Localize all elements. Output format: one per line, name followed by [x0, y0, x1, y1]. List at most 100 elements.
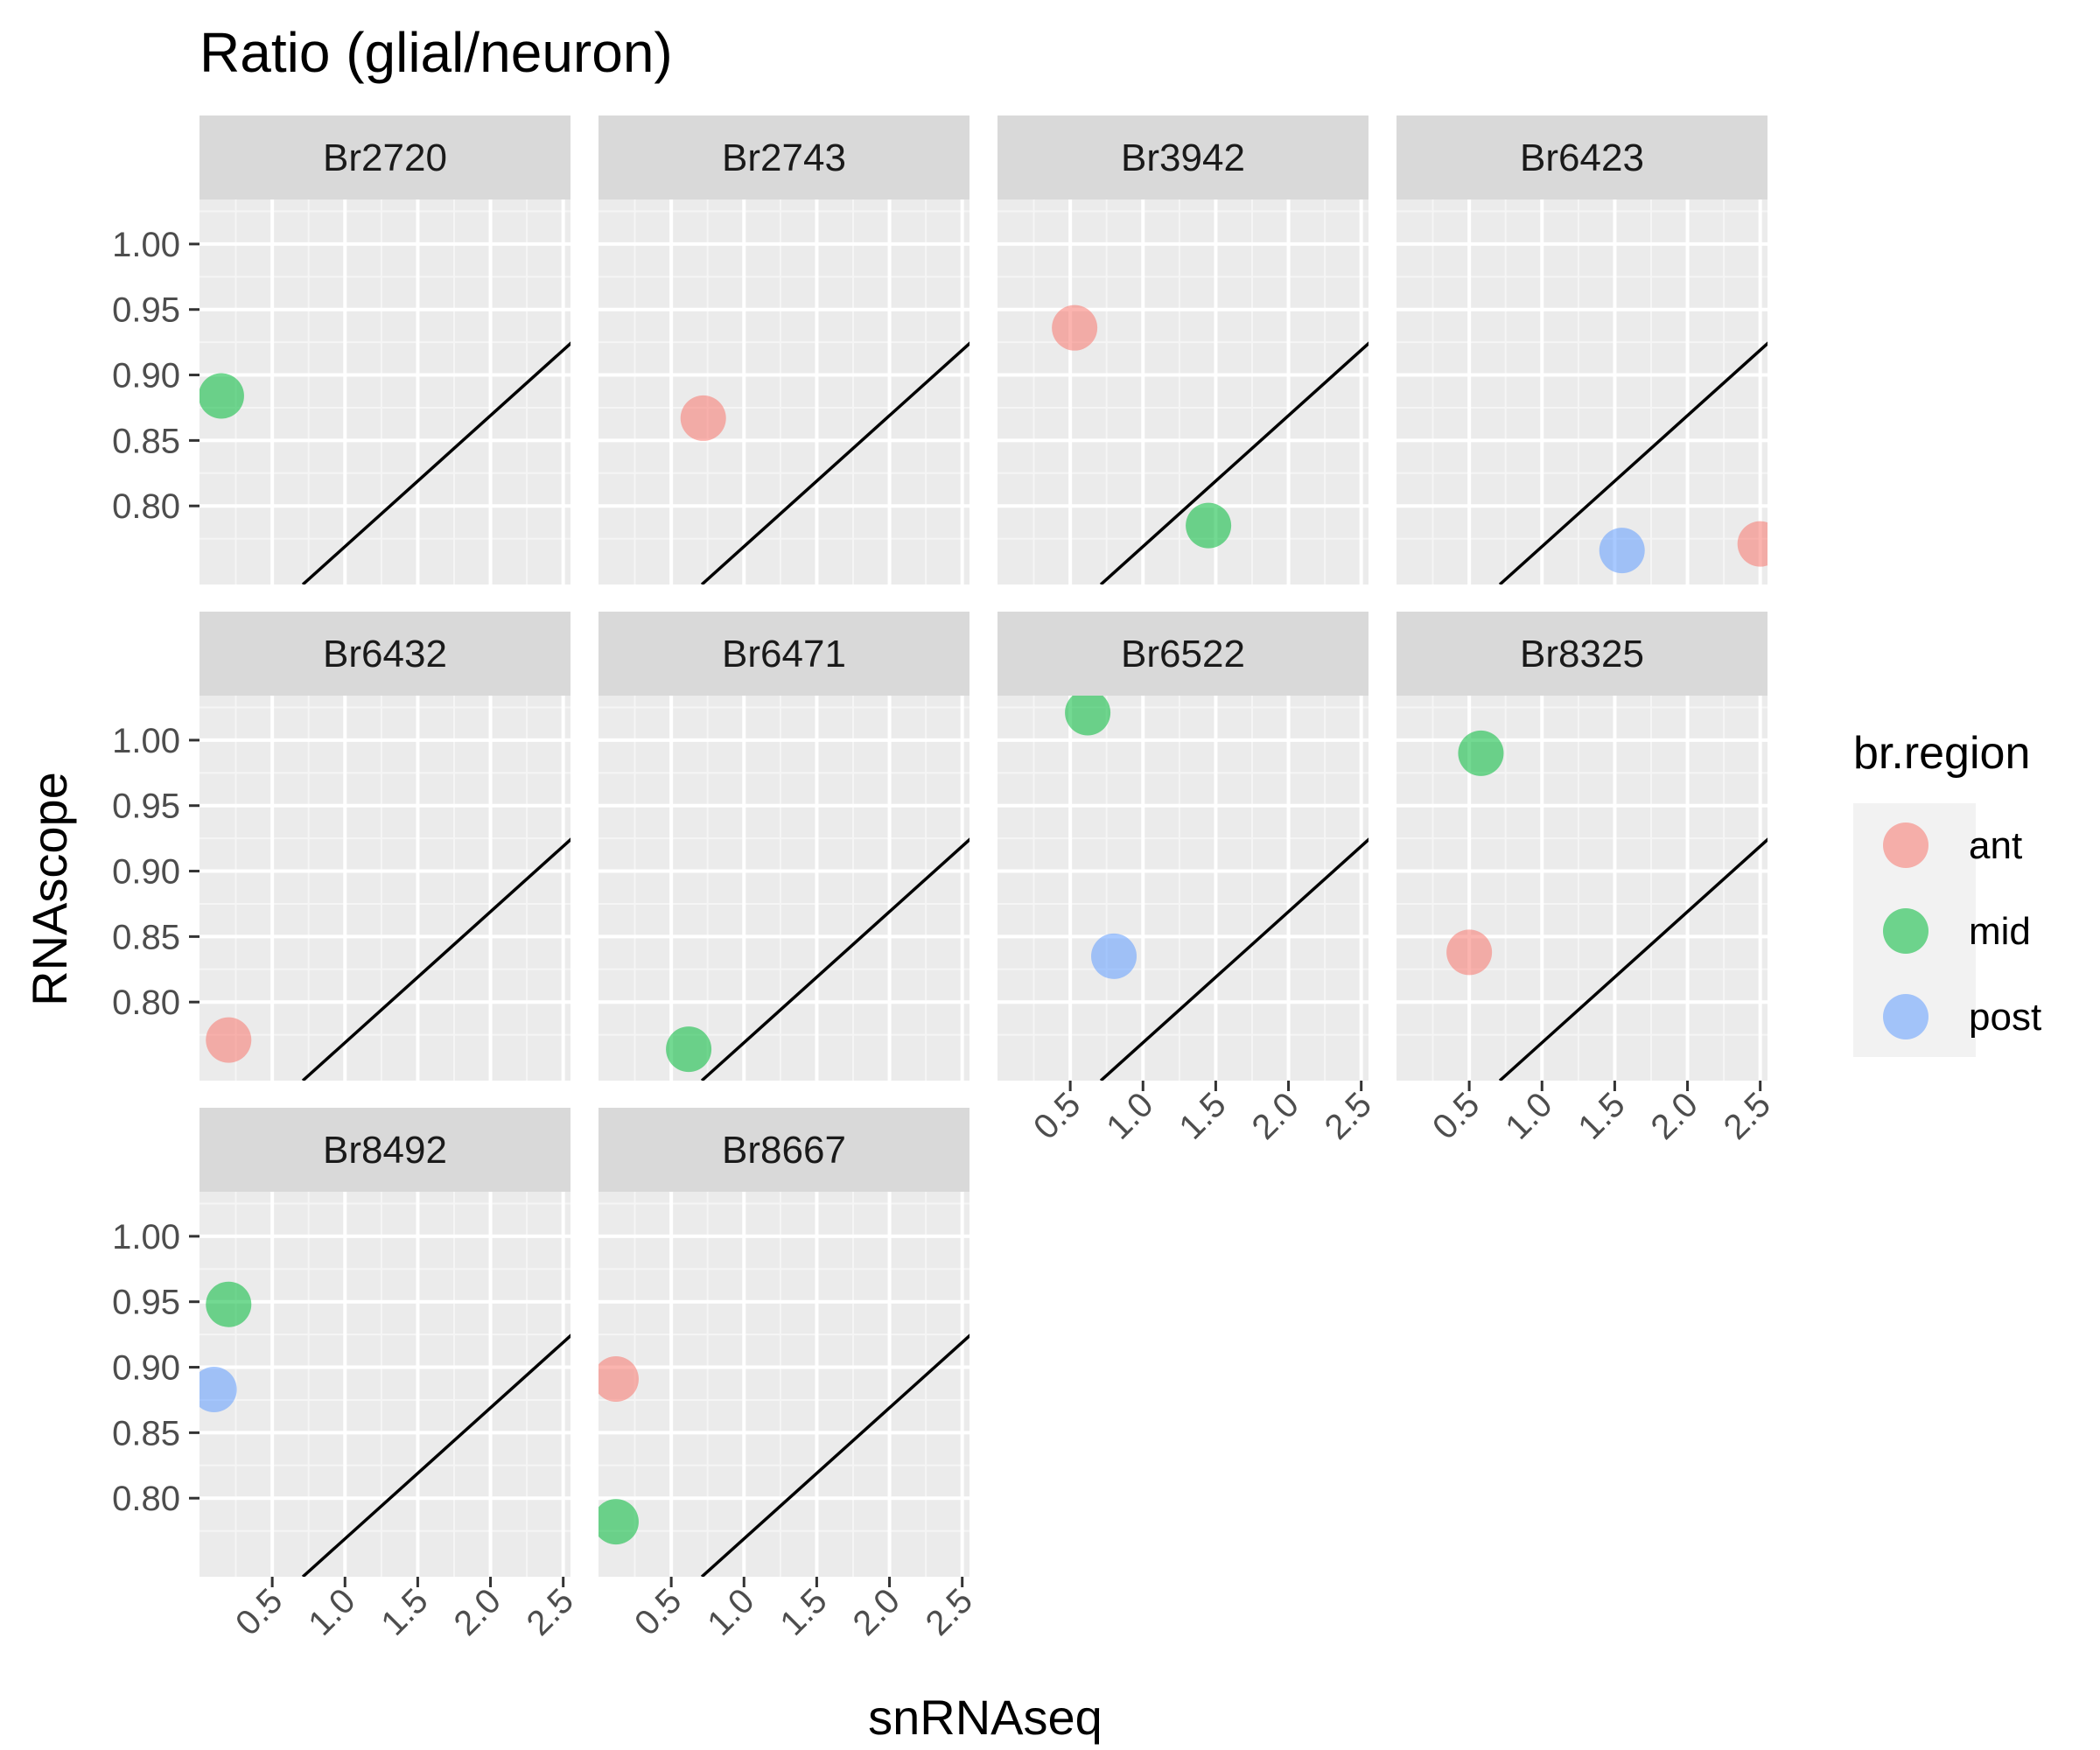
- reference-line: [700, 1334, 970, 1577]
- data-point-ant: [1737, 521, 1768, 567]
- facet-strip: [998, 116, 1368, 200]
- data-point-ant: [1446, 929, 1493, 976]
- data-point-mid: [1065, 696, 1111, 736]
- x-tick-label: 1.0: [1099, 1085, 1160, 1146]
- x-tick-label: 0.5: [1425, 1085, 1487, 1146]
- facet-strip: [200, 1108, 570, 1192]
- data-point-ant: [206, 1017, 252, 1063]
- panel-background: [200, 696, 570, 1081]
- x-tick-label: 2.5: [520, 1581, 581, 1642]
- panel-background: [598, 1192, 970, 1577]
- legend-key-post: [1883, 994, 1928, 1040]
- facet-label: Br3942: [1121, 136, 1245, 179]
- facet-label: Br8492: [323, 1129, 447, 1172]
- legend-label-mid: mid: [1969, 910, 2031, 953]
- x-tick-label: 2.0: [845, 1581, 906, 1642]
- x-tick-label: 2.5: [1717, 1085, 1778, 1146]
- facet-panel-Br8667: Br8667 0.5 1.0 1.5 2.0 2.5: [598, 1108, 980, 1643]
- y-tick-label: 0.90: [112, 853, 180, 892]
- facet-label: Br8325: [1520, 633, 1644, 676]
- panel-background: [200, 1192, 570, 1577]
- facet-strip: [598, 116, 970, 200]
- data-point-ant: [680, 395, 726, 441]
- data-point-mid: [1458, 730, 1504, 776]
- data-point-ant: [598, 1356, 639, 1403]
- x-tick-label: 2.0: [1643, 1085, 1704, 1146]
- facet-panels: Br2720 0.80 0.85 0.90 0.95 1.00 Br2743 Br3942 Br…: [112, 116, 1778, 1643]
- data-point-mid: [666, 1026, 712, 1073]
- x-tick-label: 0.5: [1026, 1085, 1088, 1146]
- panel-background: [998, 200, 1368, 584]
- facet-panel-Br6471: Br6471: [598, 612, 970, 1081]
- x-tick-label: 1.0: [1498, 1085, 1559, 1146]
- x-tick-label: 1.5: [374, 1581, 435, 1642]
- y-tick-label: 0.95: [112, 1284, 180, 1322]
- facet-strip: [598, 1108, 970, 1192]
- reference-line: [301, 341, 570, 584]
- data-point-mid: [200, 373, 244, 419]
- x-tick-label: 1.0: [700, 1581, 761, 1642]
- reference-line: [700, 341, 970, 584]
- data-point-mid: [598, 1499, 639, 1545]
- reference-line: [1498, 341, 1768, 584]
- legend-label-post: post: [1969, 996, 2041, 1039]
- y-tick-label: 0.95: [112, 291, 180, 330]
- y-tick-label: 0.85: [112, 422, 180, 460]
- reference-line: [1099, 837, 1368, 1081]
- x-axis-label: snRNAseq: [868, 1690, 1102, 1745]
- legend-key-mid: [1883, 908, 1928, 954]
- facet-panel-Br2720: Br2720 0.80 0.85 0.90 0.95 1.00: [112, 116, 570, 584]
- panel-background: [1396, 696, 1768, 1081]
- y-tick-label: 0.80: [112, 1480, 180, 1518]
- y-tick-label: 0.90: [112, 1349, 180, 1388]
- chart-title: Ratio (glial/neuron): [200, 21, 673, 84]
- reference-line: [1099, 341, 1368, 584]
- x-tick-label: 2.5: [919, 1581, 980, 1642]
- facet-strip: [1396, 612, 1768, 696]
- facet-panel-Br2743: Br2743: [598, 116, 970, 584]
- legend-label-ant: ant: [1969, 824, 2022, 867]
- y-tick-label: 0.85: [112, 1414, 180, 1452]
- y-tick-label: 0.80: [112, 984, 180, 1022]
- x-tick-label: 0.5: [228, 1581, 290, 1642]
- facet-label: Br6471: [722, 633, 846, 676]
- x-tick-label: 1.5: [1172, 1085, 1233, 1146]
- x-tick-label: 1.0: [301, 1581, 362, 1642]
- y-tick-label: 1.00: [112, 1218, 180, 1256]
- facet-strip: [200, 116, 570, 200]
- panel-background: [598, 200, 970, 584]
- x-tick-label: 1.5: [773, 1581, 834, 1642]
- panel-background: [998, 696, 1368, 1081]
- data-point-mid: [206, 1281, 252, 1327]
- y-tick-label: 1.00: [112, 226, 180, 264]
- data-point-post: [200, 1366, 237, 1412]
- facet-label: Br2743: [722, 136, 846, 179]
- panel-background: [1396, 200, 1768, 584]
- panel-background: [598, 696, 970, 1081]
- y-axis-label: RNAscope: [22, 772, 77, 1006]
- facet-label: Br6432: [323, 633, 447, 676]
- legend: br.region ant mid post: [1853, 728, 2041, 1057]
- facet-panel-Br6423: Br6423: [1396, 116, 1768, 584]
- y-tick-label: 0.95: [112, 788, 180, 826]
- facet-panel-Br6432: Br6432 0.80 0.85 0.90 0.95 1.00: [112, 612, 570, 1081]
- reference-line: [700, 837, 970, 1081]
- reference-line: [301, 1334, 570, 1577]
- y-tick-label: 0.80: [112, 487, 180, 526]
- panel-background: [200, 200, 570, 584]
- facet-label: Br2720: [323, 136, 447, 179]
- x-tick-label: 2.0: [1244, 1085, 1306, 1146]
- facet-strip: [200, 612, 570, 696]
- facet-strip: [1396, 116, 1768, 200]
- y-tick-label: 0.90: [112, 357, 180, 396]
- data-point-ant: [1052, 304, 1098, 351]
- data-point-post: [1091, 933, 1138, 979]
- legend-title: br.region: [1853, 728, 2030, 779]
- y-tick-label: 0.85: [112, 918, 180, 956]
- x-tick-label: 0.5: [627, 1581, 689, 1642]
- facet-strip: [598, 612, 970, 696]
- data-point-post: [1599, 528, 1645, 574]
- facet-label: Br6423: [1520, 136, 1644, 179]
- facet-label: Br8667: [722, 1129, 846, 1172]
